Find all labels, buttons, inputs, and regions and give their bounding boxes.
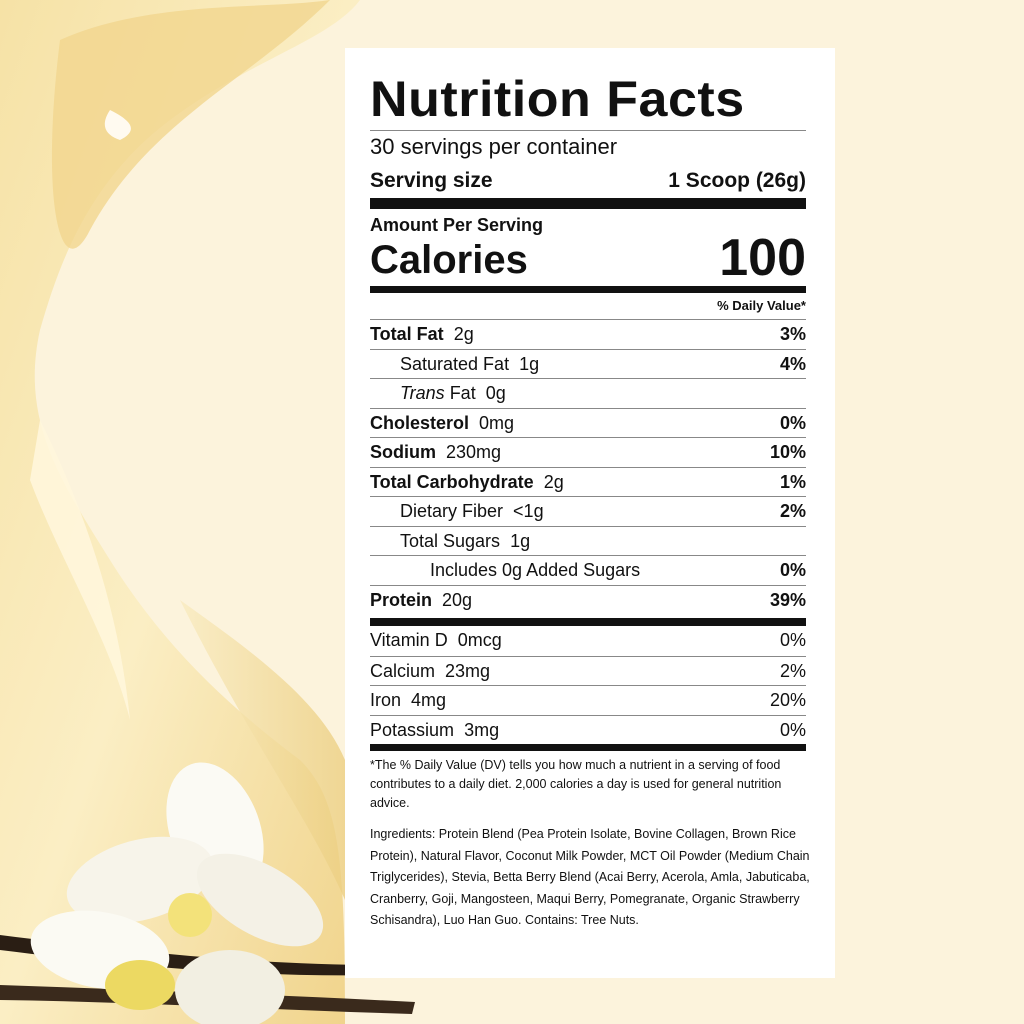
ingredients-list: Ingredients: Protein Blend (Pea Protein … bbox=[370, 827, 810, 927]
nutrient-name: Iron bbox=[370, 690, 402, 710]
nutrient-amount: 3mg bbox=[464, 719, 500, 740]
nutrient-name: Potassium bbox=[370, 719, 455, 740]
nutrient-name-group: Iron 4mg bbox=[370, 686, 446, 715]
nutrient-amount: 2g bbox=[543, 471, 564, 492]
nutrition-facts-label: Nutrition Facts 30 servings per containe… bbox=[345, 48, 835, 978]
thick-divider bbox=[370, 198, 806, 209]
nutrient-row: Dietary Fiber <1g 2% bbox=[370, 496, 806, 526]
calories-label: Calories bbox=[370, 238, 528, 282]
servings-per-container: 30 servings per container bbox=[370, 134, 618, 159]
nutrient-row: Total Carbohydrate 2g 1% bbox=[370, 466, 806, 497]
nutrient-amount: 23mg bbox=[445, 660, 491, 681]
calories-value: 100 bbox=[719, 229, 806, 287]
nutrient-row: Protein 20g 39% bbox=[370, 584, 806, 615]
nutrient-name: Vitamin D bbox=[370, 630, 448, 650]
nutrient-row: Trans Fat 0g bbox=[370, 378, 806, 408]
amount-per-serving: Amount Per Serving bbox=[370, 215, 544, 235]
thick-divider bbox=[370, 618, 806, 626]
daily-value-percent: 20% bbox=[769, 690, 806, 710]
nutrient-name-group: Calcium 23mg bbox=[370, 657, 490, 686]
nutrient-row: Total Sugars 1g bbox=[370, 525, 806, 556]
daily-value-percent: 2% bbox=[779, 660, 806, 681]
daily-value-percent: 2% bbox=[779, 501, 806, 521]
nutrient-name-group: Total Sugars 1g bbox=[400, 527, 530, 556]
nutrient-name: Total Carbohydrate bbox=[370, 471, 534, 492]
nutrient-name-group: Includes 0g Added Sugars bbox=[430, 556, 640, 585]
daily-value-percent: 0% bbox=[779, 560, 806, 580]
nutrient-name-group: Vitamin D 0mcg bbox=[370, 626, 502, 655]
nutrient-name: Trans bbox=[400, 383, 445, 403]
nutrient-name-group: Potassium 3mg bbox=[370, 716, 499, 745]
nutrient-name-group: Protein 20g bbox=[370, 586, 472, 615]
divider bbox=[370, 130, 806, 131]
cream-splash bbox=[0, 0, 360, 1024]
nutrient-name: Calcium bbox=[370, 660, 436, 681]
nutrient-amount: 1g bbox=[510, 530, 531, 551]
daily-value-footnote: *The % Daily Value (DV) tells you how mu… bbox=[370, 758, 782, 810]
medium-divider bbox=[370, 286, 806, 293]
vitamin-row: Calcium 23mg 2% bbox=[370, 655, 806, 686]
nutrient-amount: 2g bbox=[453, 324, 474, 344]
daily-value-percent: 0% bbox=[779, 412, 806, 433]
nutrient-amount: <1g bbox=[513, 501, 544, 521]
serving-size-label: Serving size bbox=[370, 169, 493, 192]
nutrient-name: Dietary Fiber bbox=[400, 501, 504, 521]
nutrient-name-group: Total Carbohydrate 2g bbox=[370, 468, 564, 497]
daily-value-percent: 10% bbox=[769, 442, 806, 462]
nutrient-name-group: Cholesterol 0mg bbox=[370, 409, 514, 438]
nutrient-name-group: Trans Fat 0g bbox=[400, 379, 506, 408]
daily-value-percent: 1% bbox=[779, 471, 806, 492]
nutrient-amount: 230mg bbox=[446, 442, 502, 462]
nutrient-row: Sodium 230mg 10% bbox=[370, 437, 806, 467]
vanilla-flower bbox=[30, 762, 324, 1024]
nutrient-name: Total Sugars bbox=[400, 530, 501, 551]
label-title: Nutrition Facts bbox=[370, 71, 745, 127]
nutrient-amount: 0mcg bbox=[457, 630, 502, 650]
nutrient-row: Saturated Fat 1g 4% bbox=[370, 348, 806, 379]
nutrient-name-suffix: Fat bbox=[444, 383, 476, 403]
serving-size-value: 1 Scoop (26g) bbox=[668, 169, 806, 192]
nutrient-name: Protein bbox=[370, 589, 433, 610]
nutrient-name: Total Fat bbox=[370, 324, 444, 344]
daily-value-percent: 0% bbox=[779, 719, 806, 740]
nutrient-name: Includes 0g Added Sugars bbox=[430, 560, 641, 580]
daily-value-percent: 4% bbox=[779, 353, 806, 374]
daily-value-header: % Daily Value* bbox=[717, 298, 806, 313]
medium-divider bbox=[370, 744, 806, 751]
nutrient-row: Includes 0g Added Sugars 0% bbox=[370, 555, 806, 585]
nutrient-amount: 1g bbox=[519, 353, 540, 374]
nutrient-amount: 4mg bbox=[411, 690, 447, 710]
daily-value-percent: 0% bbox=[779, 630, 806, 650]
nutrient-name-group: Saturated Fat 1g bbox=[400, 350, 539, 379]
nutrient-name-group: Total Fat 2g bbox=[370, 320, 474, 349]
vitamin-row: Iron 4mg 20% bbox=[370, 685, 806, 715]
nutrient-name: Cholesterol bbox=[370, 412, 470, 433]
vitamin-row: Vitamin D 0mcg 0% bbox=[370, 626, 806, 655]
nutrient-row: Total Fat 2g 3% bbox=[370, 319, 806, 349]
nutrient-row: Cholesterol 0mg 0% bbox=[370, 407, 806, 438]
nutrient-name: Sodium bbox=[370, 442, 436, 462]
nutrient-name: Saturated Fat bbox=[400, 353, 510, 374]
nutrient-amount: 0mg bbox=[479, 412, 515, 433]
nutrient-amount: 20g bbox=[442, 589, 473, 610]
nutrient-amount: 0g bbox=[485, 383, 506, 403]
nutrient-name-group: Dietary Fiber <1g bbox=[400, 497, 544, 526]
daily-value-percent: 3% bbox=[779, 324, 806, 344]
daily-value-percent: 39% bbox=[769, 589, 806, 610]
vitamin-row: Potassium 3mg 0% bbox=[370, 714, 806, 745]
nutrient-name-group: Sodium 230mg bbox=[370, 438, 501, 467]
